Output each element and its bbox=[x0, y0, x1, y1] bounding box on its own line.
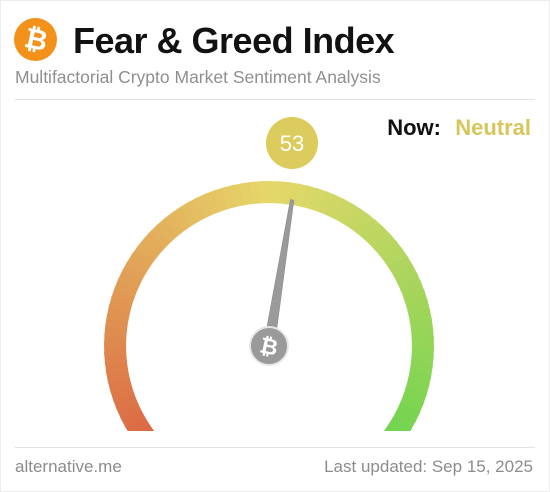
last-updated-text: Last updated: Sep 15, 2025 bbox=[324, 457, 533, 476]
gauge-arc-segment bbox=[405, 378, 430, 397]
now-label: Now: bbox=[387, 115, 441, 140]
gauge-arc-segment bbox=[383, 247, 409, 270]
gauge-hub: ₿ bbox=[249, 326, 289, 366]
gauge-arc-segment bbox=[162, 211, 187, 237]
gauge-arc-segment bbox=[194, 193, 216, 219]
gauge-arc-segment bbox=[391, 410, 417, 431]
gauge-arc-segment bbox=[396, 271, 422, 293]
sentiment-gauge: ₿ 53 bbox=[104, 117, 434, 431]
gauge-arc-segment bbox=[395, 402, 421, 424]
gauge-arc-segment bbox=[383, 424, 399, 431]
value-bubble: 53 bbox=[266, 117, 318, 169]
gauge-arc-segment bbox=[354, 213, 378, 239]
now-value: Neutral bbox=[455, 115, 531, 140]
gauge-value: 53 bbox=[280, 131, 304, 156]
gauge-arc-segment bbox=[378, 239, 404, 264]
gauge-arc-segment bbox=[360, 219, 385, 245]
gauge-arc-segment bbox=[121, 260, 147, 282]
gauge-needle bbox=[263, 199, 295, 348]
gauge-arc-segment bbox=[117, 268, 143, 290]
gauge-arc-segment bbox=[142, 230, 168, 255]
gauge-arc-segment bbox=[399, 394, 425, 415]
gauge-arc-segment bbox=[203, 189, 223, 215]
gauge-arc-segment bbox=[186, 197, 208, 223]
gauge-arc-segment bbox=[333, 198, 355, 224]
gauge-arc-segment bbox=[136, 237, 162, 261]
gauge-arc-segment bbox=[126, 252, 152, 275]
gauge-arc-segment bbox=[373, 232, 398, 257]
gauge-arc-segment bbox=[124, 414, 150, 431]
gauge-arc-segment bbox=[148, 223, 174, 248]
bitcoin-icon: ₿ bbox=[14, 18, 57, 61]
gauge-arc-segment bbox=[310, 187, 329, 213]
source-text: alternative.me bbox=[15, 457, 122, 476]
gauge-arc-segment bbox=[392, 263, 418, 285]
gauge-arc-segment bbox=[116, 399, 142, 421]
bitcoin-icon: ₿ bbox=[258, 332, 281, 360]
gauge-arc-segment bbox=[155, 217, 180, 242]
gauge-arc bbox=[104, 181, 434, 431]
gauge-arc-segment bbox=[347, 208, 371, 234]
gauge-arc-segment bbox=[131, 244, 157, 268]
gauge-arc-segment bbox=[317, 190, 338, 216]
divider bbox=[15, 99, 535, 100]
divider bbox=[15, 447, 535, 448]
page-subtitle: Multifactorial Crypto Market Sentiment A… bbox=[15, 67, 381, 87]
gauge-arc-segment bbox=[108, 295, 133, 314]
gauge-arc-segment bbox=[340, 203, 363, 229]
gauge-arc-segment bbox=[178, 201, 201, 227]
gauge-arc-segment bbox=[170, 206, 193, 232]
page-title: Fear & Greed Index bbox=[73, 20, 395, 61]
gauge-arc-segment bbox=[402, 387, 428, 406]
gauge-arc-segment bbox=[120, 407, 146, 429]
gauge-arc-segment bbox=[400, 280, 426, 300]
gauge-arc-segment bbox=[388, 255, 414, 278]
gauge-arc-segment bbox=[112, 392, 138, 412]
gauge-arc-segment bbox=[301, 185, 320, 210]
gauge-arc-segment bbox=[367, 225, 392, 251]
gauge-arc-segment bbox=[110, 286, 136, 305]
gauge-arc-segment bbox=[113, 277, 139, 298]
gauge-arc-segment bbox=[325, 194, 347, 220]
